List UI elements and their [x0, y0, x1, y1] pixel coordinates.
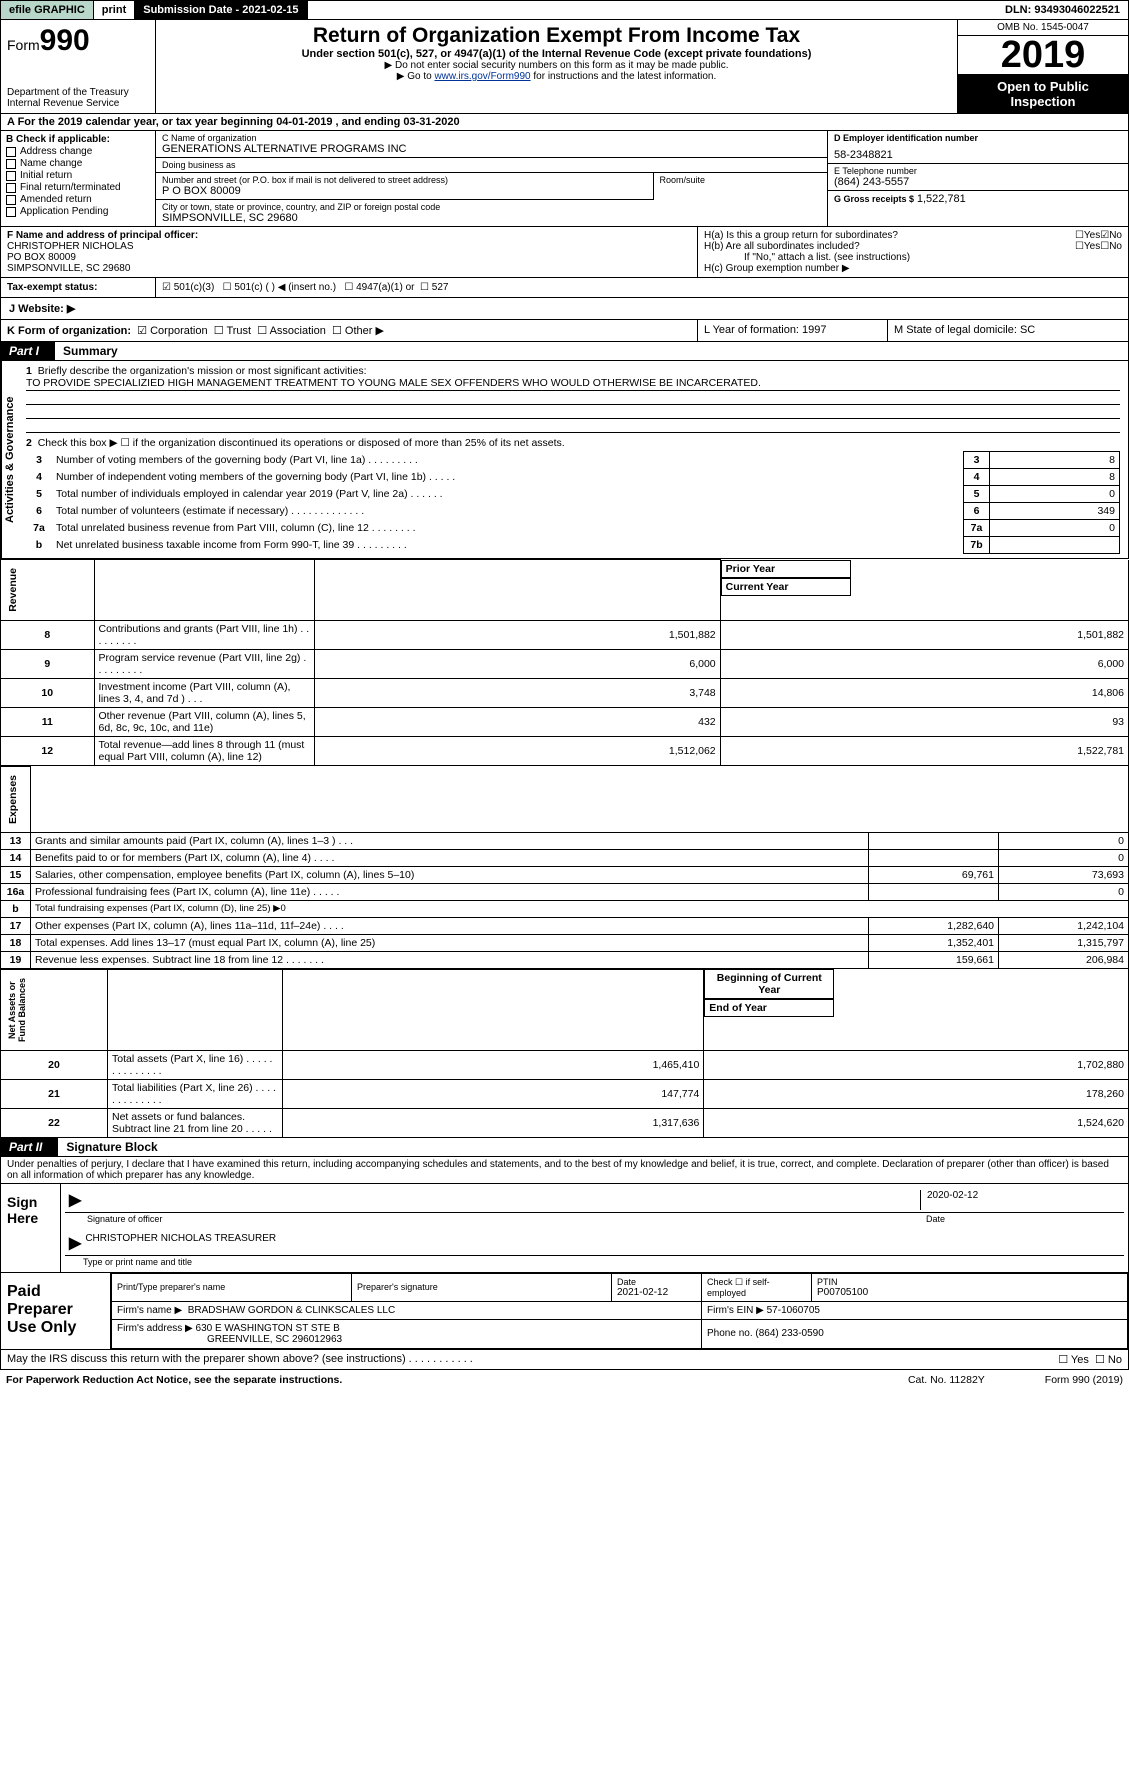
print-button[interactable]: print — [94, 1, 135, 19]
ptin: P00705100 — [817, 1287, 1122, 1298]
activities-governance: Activities & Governance 1 Briefly descri… — [0, 361, 1129, 559]
tax-year: 2019 — [958, 36, 1128, 75]
box-c: C Name of organizationGENERATIONS ALTERN… — [156, 131, 828, 226]
box-b: B Check if applicable: Address change Na… — [1, 131, 156, 226]
form-label: Form990 — [7, 24, 149, 58]
org-name: GENERATIONS ALTERNATIVE PROGRAMS INC — [162, 143, 821, 155]
submission-date: Submission Date - 2021-02-15 — [135, 1, 307, 19]
officer-name: CHRISTOPHER NICHOLAS — [7, 241, 691, 252]
revenue-table: Revenue Prior YearCurrent Year 8Contribu… — [0, 559, 1129, 766]
checkbox-amended[interactable] — [6, 195, 16, 205]
sign-date: 2020-02-12 — [920, 1190, 1120, 1210]
tax-exempt-row: Tax-exempt status: ☑ 501(c)(3) ☐ 501(c) … — [0, 278, 1129, 298]
footer: For Paperwork Reduction Act Notice, see … — [0, 1370, 1129, 1390]
instructions-link[interactable]: www.irs.gov/Form990 — [434, 71, 530, 82]
jurat: Under penalties of perjury, I declare th… — [0, 1157, 1129, 1184]
firm-addr2: GREENVILLE, SC 296012963 — [117, 1334, 342, 1345]
efile-label: efile GRAPHIC — [1, 1, 94, 19]
checkbox-name-change[interactable] — [6, 159, 16, 169]
form-header: Form990 Department of the Treasury Inter… — [0, 20, 1129, 114]
year-formation: L Year of formation: 1997 — [698, 320, 888, 341]
firm-ein: 57-1060705 — [767, 1305, 820, 1316]
box-d: D Employer identification number58-23488… — [828, 131, 1128, 226]
paid-preparer-block: Paid Preparer Use Only Print/Type prepar… — [0, 1273, 1129, 1350]
website-row: J Website: ▶ — [0, 298, 1129, 320]
street-address: P O BOX 80009 — [162, 185, 647, 197]
checkbox-address-change[interactable] — [6, 147, 16, 157]
ein: 58-2348821 — [834, 149, 1122, 161]
f-h-row: F Name and address of principal officer:… — [0, 227, 1129, 278]
firm-addr1: 630 E WASHINGTON ST STE B — [196, 1323, 340, 1334]
gross-receipts: 1,522,781 — [917, 193, 966, 205]
discuss-row: May the IRS discuss this return with the… — [0, 1350, 1129, 1370]
officer-name-title: CHRISTOPHER NICHOLAS TREASURER — [85, 1233, 276, 1253]
checkbox-final-return[interactable] — [6, 183, 16, 193]
klm-row: K Form of organization: ☑ Corporation ☐ … — [0, 320, 1129, 342]
open-to-public: Open to Public Inspection — [958, 75, 1128, 113]
part-ii-header: Part II Signature Block — [0, 1138, 1129, 1157]
id-block: B Check if applicable: Address change Na… — [0, 131, 1129, 227]
state-domicile: M State of legal domicile: SC — [888, 320, 1128, 341]
netassets-table: Net Assets or Fund Balances Beginning of… — [0, 969, 1129, 1138]
line-a: A For the 2019 calendar year, or tax yea… — [0, 114, 1129, 131]
prep-date: 2021-02-12 — [617, 1287, 696, 1298]
topbar: efile GRAPHIC print Submission Date - 20… — [0, 0, 1129, 20]
form-title: Return of Organization Exempt From Incom… — [162, 24, 951, 48]
dln: DLN: 93493046022521 — [997, 1, 1128, 19]
form-note-1: ▶ Do not enter social security numbers o… — [162, 60, 951, 71]
city-state-zip: SIMPSONVILLE, SC 29680 — [162, 212, 821, 224]
checkbox-pending[interactable] — [6, 207, 16, 217]
part-i-header: Part I Summary — [0, 342, 1129, 361]
expenses-table: Expenses 13Grants and similar amounts pa… — [0, 766, 1129, 969]
mission-text: TO PROVIDE SPECIALIZIED HIGH MANAGEMENT … — [26, 377, 1120, 391]
firm-name: BRADSHAW GORDON & CLINKSCALES LLC — [188, 1305, 395, 1316]
box-f: F Name and address of principal officer:… — [1, 227, 698, 277]
firm-phone: (864) 233-0590 — [755, 1328, 823, 1339]
form-note-2: ▶ Go to www.irs.gov/Form990 for instruct… — [162, 71, 951, 82]
box-h: H(a) Is this a group return for subordin… — [698, 227, 1128, 277]
signature-block: Sign Here ▶2020-02-12 Signature of offic… — [0, 1184, 1129, 1273]
telephone: (864) 243-5557 — [834, 176, 1122, 188]
checkbox-initial-return[interactable] — [6, 171, 16, 181]
agency-label: Department of the Treasury Internal Reve… — [7, 87, 149, 109]
form-subtitle: Under section 501(c), 527, or 4947(a)(1)… — [162, 48, 951, 60]
